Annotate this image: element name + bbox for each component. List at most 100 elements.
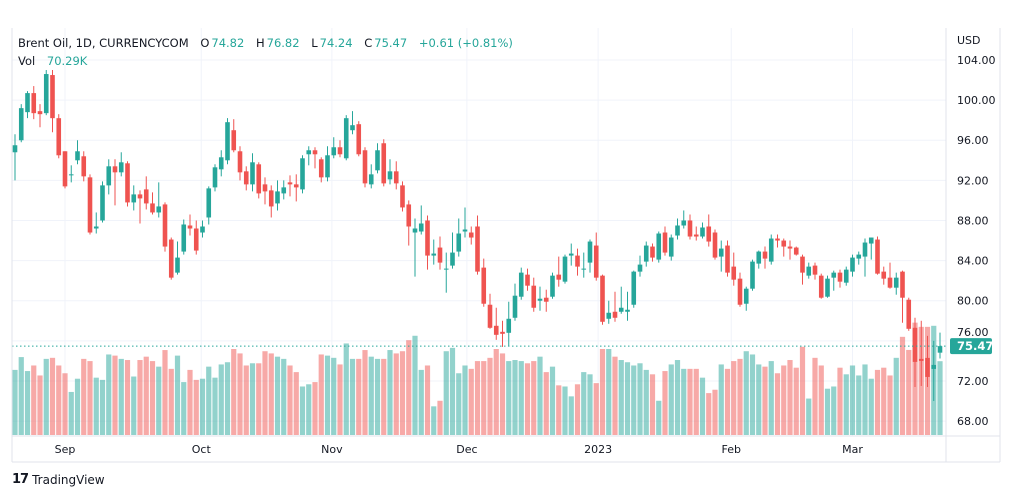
candle-body <box>537 298 543 301</box>
candle-body <box>25 93 30 113</box>
candle-body <box>62 151 68 187</box>
candle-body <box>725 245 730 273</box>
volume-bar <box>218 364 224 435</box>
candle-body <box>800 256 805 273</box>
brand-name: TradingView <box>32 472 105 487</box>
volume-bar <box>731 361 737 435</box>
time-tick-label: Mar <box>842 443 863 456</box>
candle-body <box>112 166 118 173</box>
candle-body <box>593 245 599 278</box>
candle-body <box>687 220 693 237</box>
volume-bar <box>162 350 168 435</box>
candle-body <box>893 277 899 288</box>
volume-bar <box>399 351 406 435</box>
tradingview-brand[interactable]: 17 TradingView <box>12 472 105 487</box>
candle-body <box>31 93 37 114</box>
volume-bar <box>531 361 537 435</box>
candle-body <box>287 182 293 185</box>
volume-bar <box>68 391 74 435</box>
candle-body <box>506 318 512 333</box>
candle-body <box>887 277 893 288</box>
volume-bar <box>512 360 518 435</box>
candle-body <box>512 295 518 318</box>
volume-bar <box>224 362 231 435</box>
candle-body <box>881 271 887 279</box>
candle-body <box>793 247 799 255</box>
candle-body <box>143 189 149 204</box>
candle-body <box>106 166 112 186</box>
volume-bar <box>193 379 199 435</box>
time-axis[interactable]: Sep Oct Nov Dec 2023 Feb Mar <box>55 443 864 456</box>
price-tick-label: 88.00 <box>957 214 989 227</box>
volume-bar <box>12 369 18 435</box>
candle-body <box>900 271 905 298</box>
candle-body <box>543 297 549 302</box>
candle-body <box>737 278 743 305</box>
candle-body <box>162 204 168 247</box>
candle-body <box>668 237 674 257</box>
candle-body <box>337 147 343 155</box>
candle-body <box>931 364 937 369</box>
volume-bar <box>199 378 206 435</box>
candle-body <box>700 227 705 237</box>
candle-body <box>243 171 249 185</box>
candle-body <box>168 239 174 278</box>
close-label: C <box>364 36 373 50</box>
volume-bar <box>262 351 268 435</box>
candle-body <box>650 246 655 258</box>
time-tick-label: 2023 <box>584 443 612 456</box>
candle-body <box>581 268 587 270</box>
candle-body <box>625 309 630 312</box>
volume-bar <box>212 377 218 435</box>
volume-bar <box>331 357 337 435</box>
last-price-tag-text: 75.47 <box>957 339 993 353</box>
volume-bar <box>137 360 143 435</box>
volume-bar <box>474 361 481 435</box>
price-axis[interactable]: 104.00 100.00 96.00 92.00 88.00 84.00 80.00 76.… <box>957 54 996 428</box>
candle-body <box>343 118 349 159</box>
candle-body <box>925 357 930 377</box>
volume-bar <box>906 349 912 435</box>
volume-bar <box>899 336 906 435</box>
candle-body <box>518 272 524 297</box>
candle-body <box>825 278 830 297</box>
candle-body <box>356 124 362 155</box>
candle-body <box>837 272 843 282</box>
candle-body <box>100 185 105 221</box>
candle-body <box>781 240 787 247</box>
volume-bar <box>293 372 299 435</box>
candle-body <box>712 232 718 258</box>
volume-bar <box>74 378 81 435</box>
currency-label: USD <box>957 34 981 47</box>
candle-body <box>431 253 437 256</box>
candle-body <box>306 150 312 155</box>
chart-legend: Brent Oil, 1D, CURRENCYCOM O 74.82 H 76.82… <box>18 34 515 70</box>
candle-body <box>150 203 155 213</box>
candle-body <box>368 174 374 185</box>
volume-bar <box>43 358 49 435</box>
volume-bar <box>631 365 637 435</box>
volume-bar <box>356 358 362 435</box>
volume-bar <box>412 335 418 435</box>
candle-body <box>556 274 562 280</box>
candle-body <box>562 256 568 282</box>
candle-body <box>618 307 624 312</box>
candle-body <box>918 358 924 361</box>
candle-body <box>462 229 468 232</box>
candle-body <box>12 145 18 153</box>
candle-body <box>212 167 218 188</box>
candle-body <box>912 327 918 362</box>
candle-body <box>587 241 593 263</box>
time-tick-label: Oct <box>192 443 212 456</box>
close-value: 75.47 <box>374 36 408 50</box>
volume-bar <box>406 340 412 435</box>
volume-bar <box>481 361 487 435</box>
candle-body <box>37 111 43 115</box>
price-tick-label: 104.00 <box>957 54 996 67</box>
volume-bar <box>856 375 862 435</box>
candle-body <box>550 275 555 297</box>
candle-body <box>806 266 812 276</box>
candle-body <box>856 254 862 259</box>
volume-bar <box>781 365 787 435</box>
